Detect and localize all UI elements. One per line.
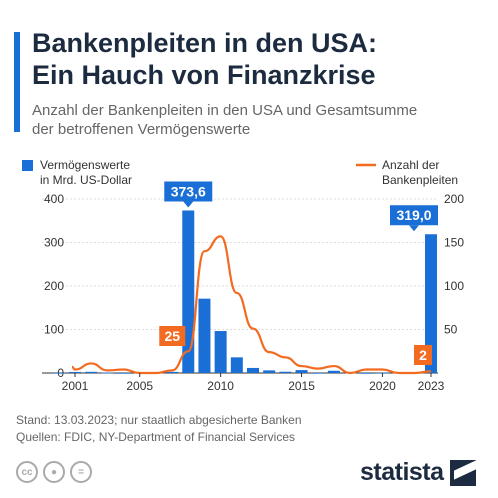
- bar-2000: [52, 372, 65, 374]
- x-tick-label: 2010: [207, 379, 234, 393]
- bar-2008: [182, 210, 195, 373]
- title-accent-bar: [14, 32, 20, 132]
- bar-2015: [295, 370, 308, 373]
- legend: Vermögenswerte in Mrd. US-Dollar Anzahl …: [22, 158, 458, 187]
- left-tick-label: 300: [44, 236, 64, 250]
- x-axis: 2001 2005 2010 2015 2020 2023: [62, 373, 445, 393]
- legend-line-label-1: Anzahl der: [382, 158, 439, 172]
- right-axis: 50 100 150 200: [444, 192, 464, 337]
- line-layer: [71, 235, 432, 375]
- title-line-2: Ein Hauch von Finanzkrise: [32, 60, 376, 90]
- title-line-1: Bankenpleiten in den USA:: [32, 28, 378, 58]
- statista-logo-mark-icon: [449, 459, 476, 486]
- annotation-pointer: [409, 225, 419, 232]
- bar-2009: [198, 298, 211, 373]
- right-tick-label: 100: [444, 279, 464, 293]
- footer-sources: Quellen: FDIC, NY-Department of Financia…: [16, 430, 295, 444]
- bar-2004: [117, 372, 130, 374]
- left-tick-label: 100: [44, 323, 64, 337]
- line-series-bankenpleiten: [71, 235, 432, 375]
- annotation-box: [414, 345, 432, 365]
- annotation-box: [159, 326, 186, 346]
- right-tick-label: 200: [444, 192, 464, 206]
- bar-2023: [425, 234, 437, 373]
- annotation-label: 319,0: [396, 207, 431, 223]
- bar-2017: [327, 370, 340, 373]
- bars: [52, 210, 437, 374]
- bar-2016: [311, 372, 324, 374]
- annotation-pointer: [183, 201, 194, 208]
- x-tick-label: 2023: [418, 379, 445, 393]
- right-tick-label: 150: [444, 236, 464, 250]
- statista-logo[interactable]: statista: [360, 458, 476, 487]
- license-icons: cc ● =: [16, 461, 92, 483]
- annotation-label: 2: [419, 347, 427, 363]
- attribution-icon[interactable]: ●: [43, 461, 65, 483]
- annotation-box: [164, 181, 213, 202]
- footer-note: Stand: 13.03.2023; nur staatlich abgesic…: [16, 413, 302, 427]
- bar-2002: [85, 371, 98, 373]
- subtitle-line-1: Anzahl der Bankenpleiten in den USA und …: [32, 102, 418, 119]
- grid: [42, 198, 438, 374]
- bar-2003: [101, 372, 114, 374]
- bar-2013: [263, 370, 276, 373]
- legend-bars-swatch: [22, 160, 33, 171]
- bar-2011: [230, 357, 243, 373]
- brand-name: statista: [360, 458, 444, 486]
- legend-bars-label-1: Vermögenswerte: [40, 158, 130, 172]
- legend-bars-label-2: in Mrd. US-Dollar: [40, 173, 132, 187]
- x-tick-label: 2005: [126, 379, 153, 393]
- bar-2019: [360, 372, 373, 374]
- cc-icon[interactable]: cc: [16, 461, 38, 483]
- annotation-label: 25: [164, 328, 180, 344]
- x-tick-label: 2001: [62, 379, 89, 393]
- left-tick-label: 400: [44, 192, 64, 206]
- legend-line-label-2: Bankenpleiten: [382, 173, 458, 187]
- chart-title: Bankenpleiten in den USA: Ein Hauch von …: [32, 27, 482, 91]
- right-tick-label: 50: [444, 323, 458, 337]
- chart-subtitle: Anzahl der Bankenpleiten in den USA und …: [32, 101, 482, 139]
- bar-2010: [214, 331, 227, 373]
- x-tick-label: 2015: [288, 379, 315, 393]
- annotations: 373,6 319,0 25 2: [159, 181, 438, 365]
- annotation-label: 373,6: [171, 183, 206, 199]
- footer-notes: Stand: 13.03.2023; nur staatlich abgesic…: [16, 412, 302, 446]
- bar-2007: [166, 371, 179, 373]
- bar-2012: [247, 367, 259, 373]
- bar-2014: [279, 371, 292, 373]
- bar-2001: [69, 371, 81, 373]
- no-derivatives-icon[interactable]: =: [70, 461, 92, 483]
- x-tick-label: 2020: [369, 379, 396, 393]
- annotation-box: [390, 205, 438, 226]
- subtitle-line-2: der betroffenen Vermögenswerte: [32, 121, 251, 138]
- left-tick-label: 200: [44, 279, 64, 293]
